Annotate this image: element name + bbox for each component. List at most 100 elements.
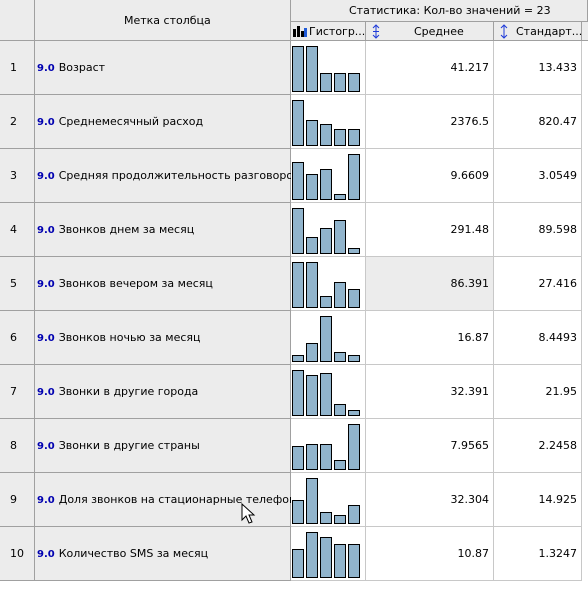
histogram-cell[interactable] — [291, 311, 366, 365]
mean-value: 9.6609 — [450, 169, 490, 182]
row-label-prefix: 9.0 — [37, 441, 55, 452]
table-row[interactable]: 5 9.0 Звонков вечером за месяц 86.391 27.416 — [0, 257, 588, 311]
histogram-bar — [292, 370, 304, 416]
mean-cell[interactable]: 2376.5 — [366, 95, 494, 149]
std-cell[interactable]: 820.47 — [494, 95, 582, 149]
histogram-bar — [348, 73, 360, 92]
histogram-cell[interactable] — [291, 149, 366, 203]
table-row[interactable]: 9 9.0 Доля звонков на стационарные телефон… — [0, 473, 588, 527]
row-label-cell[interactable]: 9.0 Количество SMS за месяц — [35, 527, 291, 581]
mean-cell[interactable]: 86.391 — [366, 257, 494, 311]
row-label-cell[interactable]: 9.0 Звонков ночью за месяц — [35, 311, 291, 365]
row-label-prefix: 9.0 — [37, 387, 55, 398]
row-label-cell[interactable]: 9.0 Звонки в другие страны — [35, 419, 291, 473]
std-cell[interactable]: 89.598 — [494, 203, 582, 257]
histogram-cell[interactable] — [291, 203, 366, 257]
histogram-cell[interactable] — [291, 257, 366, 311]
row-number-cell[interactable]: 4 — [0, 203, 35, 257]
row-number-cell[interactable]: 5 — [0, 257, 35, 311]
histogram-bar — [306, 120, 318, 146]
row-label: 9.0 Звонков ночью за месяц — [37, 331, 201, 344]
histogram-bar — [292, 100, 304, 146]
mean-cell[interactable]: 32.391 — [366, 365, 494, 419]
table-row[interactable]: 7 9.0 Звонки в другие города 32.391 21.95 — [0, 365, 588, 419]
std-cell[interactable]: 13.433 — [494, 41, 582, 95]
row-label-cell[interactable]: 9.0 Среднемесячный расход — [35, 95, 291, 149]
histogram-bar — [320, 512, 332, 524]
std-cell[interactable]: 3.0549 — [494, 149, 582, 203]
mean-cell[interactable]: 291.48 — [366, 203, 494, 257]
mean-cell[interactable]: 41.217 — [366, 41, 494, 95]
header-mean[interactable]: Среднее — [366, 22, 494, 41]
histogram-cell[interactable] — [291, 527, 366, 581]
row-label-prefix: 9.0 — [37, 117, 55, 128]
std-cell[interactable]: 14.925 — [494, 473, 582, 527]
std-cell[interactable]: 1.3247 — [494, 527, 582, 581]
table-row[interactable]: 2 9.0 Среднемесячный расход 2376.5 820.47 — [0, 95, 588, 149]
std-cell[interactable]: 21.95 — [494, 365, 582, 419]
row-label-text: Звонков днем за месяц — [58, 223, 195, 236]
row-number-cell[interactable]: 3 — [0, 149, 35, 203]
histogram-bar — [320, 373, 332, 416]
table-row[interactable]: 4 9.0 Звонков днем за месяц 291.48 89.598 — [0, 203, 588, 257]
row-label-cell[interactable]: 9.0 Звонков вечером за месяц — [35, 257, 291, 311]
row-label-cell[interactable]: 9.0 Средняя продолжительность разговоров — [35, 149, 300, 203]
histogram-cell[interactable] — [291, 473, 366, 527]
row-label-text: Количество SMS за месяц — [58, 547, 209, 560]
mean-value: 291.48 — [450, 223, 490, 236]
row-label-cell[interactable]: 9.0 Возраст — [35, 41, 291, 95]
row-number-cell[interactable]: 6 — [0, 311, 35, 365]
histogram-bar — [334, 282, 346, 308]
row-number: 4 — [10, 223, 17, 236]
histogram-bar — [320, 228, 332, 254]
header-histogram[interactable]: Гистогр... — [291, 22, 366, 41]
header-std[interactable]: Стандарт... — [494, 22, 582, 41]
row-label: 9.0 Количество SMS за месяц — [37, 547, 208, 560]
table-row[interactable]: 3 9.0 Средняя продолжительность разговоров… — [0, 149, 588, 203]
histogram-cell[interactable] — [291, 95, 366, 149]
histogram-cell[interactable] — [291, 41, 366, 95]
row-number-cell[interactable]: 2 — [0, 95, 35, 149]
histogram-bar — [348, 289, 360, 308]
histogram-bar — [334, 404, 346, 416]
mean-value: 32.391 — [450, 385, 490, 398]
histogram-bar — [348, 129, 360, 146]
histogram-bar — [320, 296, 332, 308]
row-number-cell[interactable]: 10 — [0, 527, 35, 581]
row-number: 5 — [10, 277, 17, 290]
row-number-cell[interactable]: 1 — [0, 41, 35, 95]
mean-cell[interactable]: 10.87 — [366, 527, 494, 581]
row-label-prefix: 9.0 — [37, 63, 55, 74]
histogram-cell[interactable] — [291, 419, 366, 473]
table-row[interactable]: 10 9.0 Количество SMS за месяц 10.87 1.3247 — [0, 527, 588, 581]
histogram-bar — [320, 316, 332, 362]
histogram-bar — [306, 375, 318, 416]
column-label-header[interactable]: Метка столбца — [35, 0, 291, 41]
std-cell[interactable]: 2.2458 — [494, 419, 582, 473]
row-number-cell[interactable]: 8 — [0, 419, 35, 473]
row-label-cell[interactable]: 9.0 Звонки в другие города — [35, 365, 291, 419]
row-label: 9.0 Возраст — [37, 61, 105, 74]
mean-cell[interactable]: 9.6609 — [366, 149, 494, 203]
table-row[interactable]: 8 9.0 Звонки в другие страны 7.9565 2.2458 — [0, 419, 588, 473]
mean-cell[interactable]: 16.87 — [366, 311, 494, 365]
mean-cell[interactable]: 32.304 — [366, 473, 494, 527]
histogram-bar — [334, 544, 346, 578]
histogram-cell[interactable] — [291, 365, 366, 419]
row-number-cell[interactable]: 9 — [0, 473, 35, 527]
histogram-bar — [292, 262, 304, 308]
table-row[interactable]: 1 9.0 Возраст 41.217 13.433 — [0, 41, 588, 95]
column-label-header-text: Метка столбца — [124, 14, 211, 27]
std-cell[interactable]: 27.416 — [494, 257, 582, 311]
row-label: 9.0 Среднемесячный расход — [37, 115, 203, 128]
row-label-cell[interactable]: 9.0 Звонков днем за месяц — [35, 203, 291, 257]
row-number-cell[interactable]: 7 — [0, 365, 35, 419]
histogram-bar — [306, 343, 318, 362]
histogram-bar — [320, 537, 332, 578]
histogram-bar — [348, 154, 360, 200]
histogram-bar — [292, 208, 304, 254]
row-label-text: Среднемесячный расход — [58, 115, 204, 128]
table-row[interactable]: 6 9.0 Звонков ночью за месяц 16.87 8.4493 — [0, 311, 588, 365]
mean-cell[interactable]: 7.9565 — [366, 419, 494, 473]
std-cell[interactable]: 8.4493 — [494, 311, 582, 365]
